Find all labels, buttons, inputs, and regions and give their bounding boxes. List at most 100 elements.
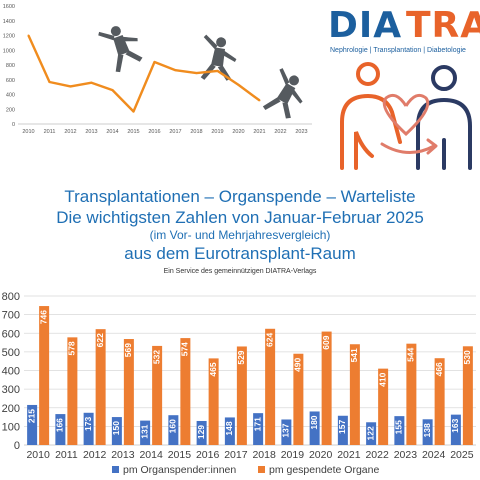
bar-label-organs-2015: 574 xyxy=(180,342,190,356)
x-tick-label-2017: 2017 xyxy=(169,129,181,135)
bar-donors-2018 xyxy=(253,413,264,445)
x-tick-label-2013: 2013 xyxy=(85,129,97,135)
figure-arm xyxy=(98,31,115,41)
headline-title: Transplantationen – Organspende – Wartel… xyxy=(64,187,416,206)
bar-label-organs-2022: 410 xyxy=(377,372,387,386)
falling-figure-icon-2 xyxy=(200,34,237,81)
falling-figure-icon-3 xyxy=(262,68,303,119)
y-tick-label-700: 700 xyxy=(2,310,20,322)
x-tick-label-2011: 2011 xyxy=(44,129,56,135)
x-tick-label-2014: 2014 xyxy=(106,129,118,135)
bar-organs-2016 xyxy=(208,358,219,445)
x-tick-label-2019: 2019 xyxy=(281,449,305,461)
bar-label-organs-2012: 622 xyxy=(95,333,105,347)
y-tick-label-800: 800 xyxy=(2,291,20,303)
bar-label-donors-2012: 173 xyxy=(83,417,93,431)
bar-label-organs-2025: 530 xyxy=(462,350,472,364)
bar-organs-2018 xyxy=(265,328,276,445)
bar-label-donors-2019: 137 xyxy=(281,423,291,437)
logo-word-tra: TRA xyxy=(406,5,480,46)
headline-subtitle: Die wichtigsten Zahlen von Januar-Februa… xyxy=(56,208,424,227)
bar-donors-2012 xyxy=(83,412,94,445)
service-note: Ein Service des gemeinnützigen DIATRA-Ve… xyxy=(163,268,317,275)
x-tick-label-2018: 2018 xyxy=(190,129,202,135)
legend-label-1: pm Organspender:innen xyxy=(123,464,236,476)
bar-label-organs-2017: 529 xyxy=(236,350,246,364)
line-point-2017 xyxy=(174,69,177,72)
logo-word-dia: DIA xyxy=(328,5,403,46)
bar-label-organs-2024: 466 xyxy=(434,362,444,376)
y-tick-label-200: 200 xyxy=(2,403,20,415)
x-tick-label-2023: 2023 xyxy=(295,129,307,135)
figure-arm xyxy=(279,68,290,85)
y-tick-label-600: 600 xyxy=(2,328,20,340)
x-tick-label-2015: 2015 xyxy=(168,449,192,461)
x-tick-label-2024: 2024 xyxy=(422,449,446,461)
bar-donors-2025 xyxy=(450,414,461,445)
line-point-2012 xyxy=(69,85,72,88)
x-tick-label-2022: 2022 xyxy=(274,129,286,135)
bar-label-organs-2020: 609 xyxy=(321,335,331,349)
figure-leg xyxy=(262,97,281,111)
figure-body xyxy=(211,47,226,67)
bar-label-donors-2024: 138 xyxy=(422,423,432,437)
y-tick-label-300: 300 xyxy=(2,384,20,396)
y-tick-label-1000: 1000 xyxy=(3,48,15,54)
x-tick-label-2014: 2014 xyxy=(139,449,163,461)
y-tick-label-400: 400 xyxy=(6,93,15,99)
bar-label-donors-2017: 148 xyxy=(224,421,234,435)
bar-organs-2010 xyxy=(39,306,50,445)
y-tick-label-800: 800 xyxy=(6,63,15,69)
x-tick-label-2012: 2012 xyxy=(64,129,76,135)
bar-label-donors-2022: 122 xyxy=(365,426,375,440)
bar-label-donors-2020: 180 xyxy=(309,415,319,429)
figure-head xyxy=(289,75,299,86)
x-tick-label-2010: 2010 xyxy=(22,129,34,135)
x-tick-label-2025: 2025 xyxy=(450,449,474,461)
transplant-figures-icon xyxy=(340,62,472,170)
legend-swatch-2 xyxy=(258,466,265,473)
x-tick-label-2010: 2010 xyxy=(26,449,50,461)
y-tick-label-0: 0 xyxy=(14,440,20,452)
x-tick-label-2023: 2023 xyxy=(394,449,418,461)
x-tick-label-2015: 2015 xyxy=(127,129,139,135)
bar-organs-2021 xyxy=(349,344,360,445)
figure-arm xyxy=(122,36,138,42)
bar-organs-2025 xyxy=(462,346,473,445)
figure-head xyxy=(110,26,121,37)
line-point-2019 xyxy=(216,69,219,72)
x-tick-label-2021: 2021 xyxy=(337,449,361,461)
headline-block: Transplantationen – Organspende – Wartel… xyxy=(0,186,480,278)
bar-label-donors-2016: 129 xyxy=(196,425,206,439)
bar-label-organs-2014: 532 xyxy=(151,350,161,364)
bar-label-organs-2018: 624 xyxy=(264,333,274,347)
line-point-2021 xyxy=(258,99,261,102)
bar-organs-2024 xyxy=(434,358,445,445)
figure-arm xyxy=(221,51,237,62)
line-point-2015 xyxy=(132,110,135,113)
bar-organs-2019 xyxy=(293,353,304,445)
figure-leg xyxy=(125,50,143,62)
bar-organs-2011 xyxy=(67,337,78,445)
line-point-2013 xyxy=(90,81,93,84)
x-tick-label-2018: 2018 xyxy=(252,449,276,461)
figure-head xyxy=(216,37,227,48)
x-tick-label-2013: 2013 xyxy=(111,449,135,461)
y-tick-label-1600: 1600 xyxy=(3,4,15,10)
bar-label-donors-2018: 171 xyxy=(252,417,262,431)
line-point-2016 xyxy=(153,61,156,64)
figure-leg xyxy=(115,54,124,73)
main-bar-chart: 0 100 200 300 400 500 600 700 800 215 746 2010 166 57… xyxy=(2,291,476,476)
x-tick-label-2019: 2019 xyxy=(211,129,223,135)
line-series xyxy=(27,35,261,113)
bar-label-organs-2010: 746 xyxy=(38,310,48,324)
line-point-2011 xyxy=(48,80,51,83)
bar-donors-2016 xyxy=(196,420,207,445)
legend-label-2: pm gespendete Organe xyxy=(269,464,379,476)
y-tick-label-100: 100 xyxy=(2,421,20,433)
x-tick-label-2021: 2021 xyxy=(253,129,265,135)
y-tick-label-200: 200 xyxy=(6,107,15,113)
bar-organs-2014 xyxy=(152,345,163,445)
y-tick-label-600: 600 xyxy=(6,78,15,84)
bar-donors-2024 xyxy=(422,419,433,445)
